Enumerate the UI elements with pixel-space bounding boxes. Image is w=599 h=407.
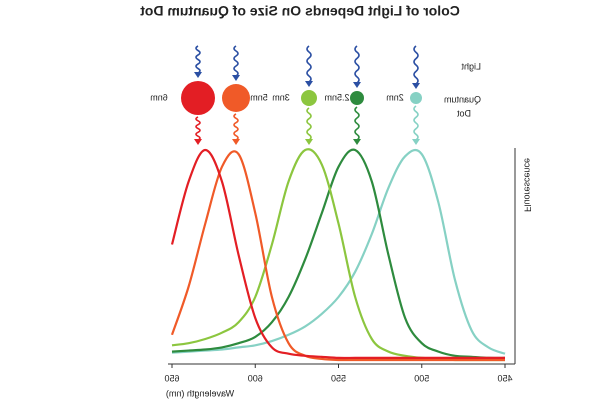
arrow-head <box>412 83 420 89</box>
dot-size-label: 2nm <box>386 92 404 102</box>
quantum-dot <box>301 90 317 106</box>
quantum-dot <box>410 92 422 104</box>
light-label: Light <box>461 61 481 71</box>
arrow-head <box>232 139 240 145</box>
dot-legend: Quantum <box>444 94 481 104</box>
x-tick-label: 600 <box>248 373 263 383</box>
line-series <box>171 148 506 360</box>
light-wave <box>306 45 312 83</box>
arrow-head <box>412 139 420 145</box>
x-tick-label: 450 <box>497 373 512 383</box>
light-wave <box>354 45 360 84</box>
arrow-head <box>194 139 202 145</box>
emission-wave <box>413 105 419 141</box>
quantum-dot <box>350 91 364 105</box>
arrow-head <box>232 75 240 81</box>
line-series <box>171 148 506 355</box>
arrow-head <box>194 72 202 78</box>
arrow-head <box>305 139 313 145</box>
dot-size-label: 6nm <box>150 92 168 102</box>
quantum-dot <box>181 81 215 115</box>
light-wave <box>413 45 419 85</box>
arrow-head <box>353 82 361 88</box>
dot-size-label: 5nm <box>250 92 268 102</box>
x-tick-label: 500 <box>414 373 429 383</box>
light-wave <box>195 45 201 74</box>
dot-legend: Dot <box>456 108 471 118</box>
x-tick-label: 650 <box>164 373 179 383</box>
dot-size-label: 3nm <box>272 92 290 102</box>
arrow-head <box>353 139 361 145</box>
line-series <box>170 148 506 360</box>
dot-size-label: 2.5nm <box>324 92 349 102</box>
x-tick-label: 550 <box>331 373 346 383</box>
emission-wave <box>306 107 312 141</box>
line-series <box>170 150 506 362</box>
light-wave <box>233 45 239 77</box>
y-axis-label: Fluorescence <box>523 158 533 212</box>
emission-wave <box>354 106 360 141</box>
chart-title: Color of Light Depends On Size of Quantu… <box>140 3 460 19</box>
emission-wave <box>195 116 201 141</box>
emission-wave <box>233 113 239 141</box>
x-axis-label: Wavelength (nm) <box>166 388 234 398</box>
arrow-head <box>305 81 313 87</box>
quantum-dot <box>222 84 250 112</box>
